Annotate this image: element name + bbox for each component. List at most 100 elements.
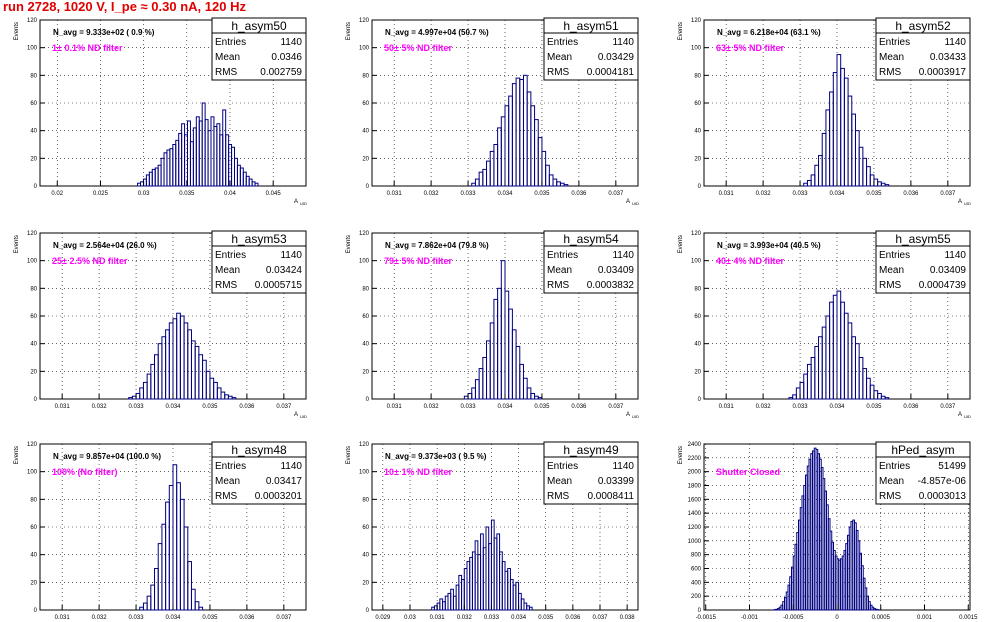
stats-label: RMS xyxy=(547,67,570,78)
stats-label: Entries xyxy=(547,461,578,472)
y-tick-label: 60 xyxy=(362,314,369,320)
stats-label: RMS xyxy=(547,280,570,291)
stats-value: 1140 xyxy=(280,461,302,472)
stats-box xyxy=(875,17,971,81)
page-title: run 2728, 1020 V, I_pe ≈ 0.30 nA, 120 Hz xyxy=(3,0,246,14)
y-tick-label: 1600 xyxy=(688,497,702,503)
x-tick-label: 0.031 xyxy=(719,191,735,197)
x-tick-label: 0.037 xyxy=(940,191,956,197)
stats-label: RMS xyxy=(547,491,570,502)
x-tick-label: 0.033 xyxy=(129,404,145,410)
x-tick-label: 0.031 xyxy=(430,615,446,621)
stats-value: 0.0004739 xyxy=(919,280,967,291)
y-tick-label: 20 xyxy=(362,369,369,375)
x-tick-label: 0.037 xyxy=(276,404,292,410)
x-tick-label: 0.034 xyxy=(497,404,513,410)
stats-value: 1140 xyxy=(280,37,302,48)
stats-value: -4.857e-06 xyxy=(918,476,967,487)
y-tick-label: 2400 xyxy=(688,442,702,448)
y-tick-label: 120 xyxy=(359,442,370,448)
y-axis-label: Events xyxy=(14,446,20,464)
y-tick-label: 60 xyxy=(362,525,369,531)
x-tick-label: 0.034 xyxy=(511,615,527,621)
y-tick-label: 40 xyxy=(362,553,369,559)
y-tick-label: 60 xyxy=(30,314,37,320)
x-tick-label: 0.032 xyxy=(92,615,108,621)
stats-label: RMS xyxy=(215,67,238,78)
y-axis-label: Events xyxy=(678,22,684,40)
y-tick-label: 20 xyxy=(362,580,369,586)
x-tick-label: 0.0005 xyxy=(872,615,891,621)
stats-box xyxy=(211,17,307,81)
x-tick-label: 0.033 xyxy=(461,191,477,197)
histogram-h_asym50 xyxy=(137,102,259,187)
stats-value: 0.03399 xyxy=(598,476,635,487)
x-tick-label: 0.036 xyxy=(565,615,581,621)
x-tick-label: 0.036 xyxy=(571,404,587,410)
histogram-bar xyxy=(563,184,569,187)
histogram-bar xyxy=(254,182,259,187)
stats-label: Entries xyxy=(215,461,246,472)
x-tick-label: -0.0015 xyxy=(696,615,717,621)
x-tick-label: 0.0015 xyxy=(959,615,978,621)
y-tick-label: 80 xyxy=(694,73,701,79)
x-tick-label: 0.035 xyxy=(534,404,550,410)
stats-value: 51499 xyxy=(938,461,966,472)
x-axis-label: A xyxy=(958,412,962,418)
chart-h_asym53: 0.031 0.032 0.033 0.034 0.035 0.036 0.037 0 20 40… xyxy=(14,230,307,419)
x-tick-label: 0.035 xyxy=(202,404,218,410)
x-axis-label: A xyxy=(294,412,298,418)
histogram-name: h_asym52 xyxy=(895,19,951,33)
x-tick-label: 0.033 xyxy=(461,404,477,410)
y-tick-label: 80 xyxy=(30,286,37,292)
histogram-bar xyxy=(528,606,533,611)
histogram-h_asym55 xyxy=(788,290,890,400)
x-tick-label: 0.032 xyxy=(424,404,440,410)
stats-label: Entries xyxy=(879,250,910,261)
x-tick-label: 0.033 xyxy=(484,615,500,621)
y-tick-label: 80 xyxy=(30,73,37,79)
y-axis-label: Events xyxy=(14,235,20,253)
y-tick-label: 0 xyxy=(366,184,370,190)
y-tick-label: 40 xyxy=(362,129,369,135)
histogram-name: h_asym55 xyxy=(895,232,951,246)
x-tick-label: 0.033 xyxy=(129,615,145,621)
navg-label: N_avg = 6.218e+04 (63.1 %) xyxy=(717,28,821,37)
x-axis-label: A xyxy=(294,199,298,205)
stats-value: 1140 xyxy=(612,250,634,261)
x-tick-label: 0.031 xyxy=(55,404,71,410)
stats-label: Mean xyxy=(547,52,572,63)
y-tick-label: 2200 xyxy=(688,456,702,462)
histogram-name: hPed_asym xyxy=(891,443,954,457)
x-tick-label: 0.03 xyxy=(404,615,416,621)
histogram-hPed_asym xyxy=(773,447,880,611)
stats-label: Entries xyxy=(879,37,910,48)
y-tick-label: 100 xyxy=(359,470,370,476)
x-tick-label: 0.036 xyxy=(239,615,255,621)
navg-label: N_avg = 4.997e+04 (50.7 %) xyxy=(385,28,489,37)
histogram-h_asym49 xyxy=(431,519,533,611)
chart-h_asym51: 0.031 0.032 0.033 0.034 0.035 0.036 0.037 0 20 40… xyxy=(346,17,639,206)
histogram-h_asym48 xyxy=(139,464,204,611)
y-tick-label: 40 xyxy=(30,342,37,348)
stats-box xyxy=(875,441,971,505)
x-tick-label: 0.037 xyxy=(592,615,608,621)
stats-value: 0.0346 xyxy=(271,52,302,63)
x-tick-label: 0.031 xyxy=(387,191,403,197)
filter-annotation: 50± 5% ND filter xyxy=(384,43,452,53)
stats-label: Entries xyxy=(547,250,578,261)
y-tick-label: 20 xyxy=(30,156,37,162)
stats-value: 0.03409 xyxy=(598,265,635,276)
y-tick-label: 120 xyxy=(691,18,702,24)
navg-label: N_avg = 2.564e+04 (26.0 %) xyxy=(53,241,157,250)
x-tick-label: -0.001 xyxy=(741,615,759,621)
stats-value: 1140 xyxy=(612,37,634,48)
x-tick-label: 0.029 xyxy=(375,615,391,621)
y-tick-label: 60 xyxy=(694,101,701,107)
filter-annotation: Shutter Closed xyxy=(716,467,780,477)
y-tick-label: 100 xyxy=(27,259,38,265)
stats-value: 0.0003013 xyxy=(919,491,967,502)
y-tick-label: 400 xyxy=(691,580,702,586)
filter-annotation: 63± 5% ND filter xyxy=(716,43,784,53)
